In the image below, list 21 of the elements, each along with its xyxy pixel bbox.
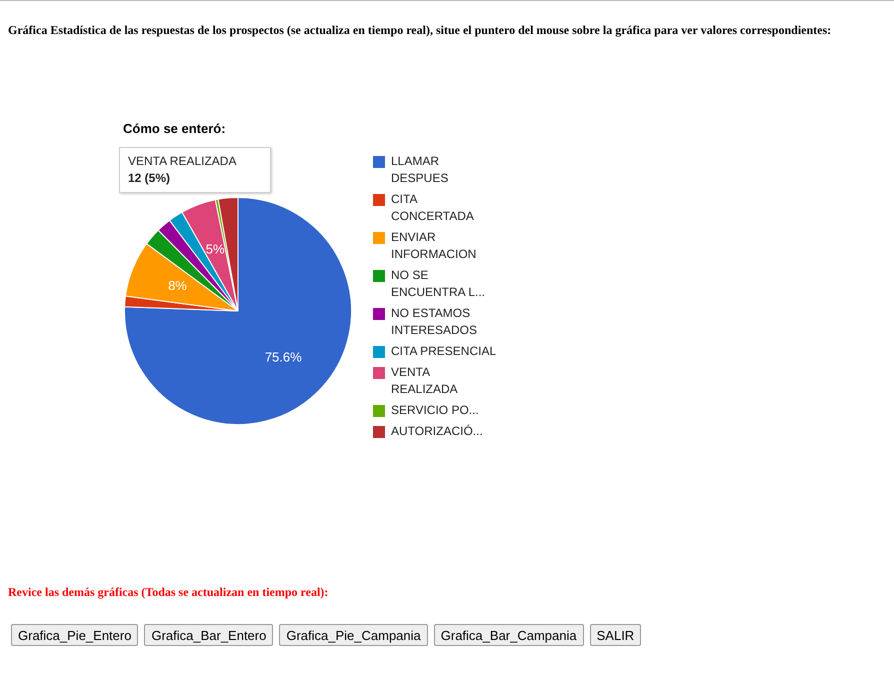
text: Revice las demás gráficas (Todas se actualizan en tiempo real): [8, 585, 328, 600]
text: Grafica_Bar_Campania [434, 624, 584, 646]
chart-title: Gráfica Estadística de las respuestas de los prospectos (se actualiza en tiempo real), situe el puntero del mouse sobre la gráfica para ver valores correspondientes: [8, 23, 832, 38]
text: Grafica_Bar_Entero [144, 624, 274, 646]
legend-label: LLAMAR DESPUES [391, 153, 450, 187]
text: Grafica_Pie_Entero [11, 624, 138, 646]
legend-label: CITA CONCERTADA [391, 191, 475, 225]
legend-label: ENVIAR INFORMACION [391, 229, 478, 263]
legend-label: VENTA REALIZADA [391, 364, 459, 398]
text: VENTA REALIZADA 12 (5%) [119, 147, 271, 193]
text: Grafica_Pie_Campania [279, 624, 428, 646]
legend-label: CITA PRESENCIAL [391, 343, 497, 360]
legend-label: SERVICIO PO... [391, 402, 480, 419]
data-label: 8% [168, 278, 188, 294]
data-label: 5% [206, 241, 225, 256]
chart-subtitle: Cómo se enteró: [123, 121, 226, 136]
legend-label: AUTORIZACIÓ... [391, 423, 484, 440]
data-label: 75.6% [264, 350, 302, 365]
legend-label: NO SE ENCUENTRA L... [391, 267, 486, 301]
text: SALIR [590, 624, 642, 646]
legend-label: NO ESTAMOS INTERESADOS [391, 305, 478, 339]
